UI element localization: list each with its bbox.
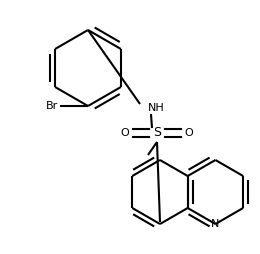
Text: N: N	[211, 219, 220, 229]
Text: O: O	[185, 128, 193, 138]
Text: S: S	[153, 126, 161, 139]
Text: O: O	[121, 128, 129, 138]
Text: NH: NH	[148, 103, 165, 113]
Text: Br: Br	[46, 101, 58, 111]
